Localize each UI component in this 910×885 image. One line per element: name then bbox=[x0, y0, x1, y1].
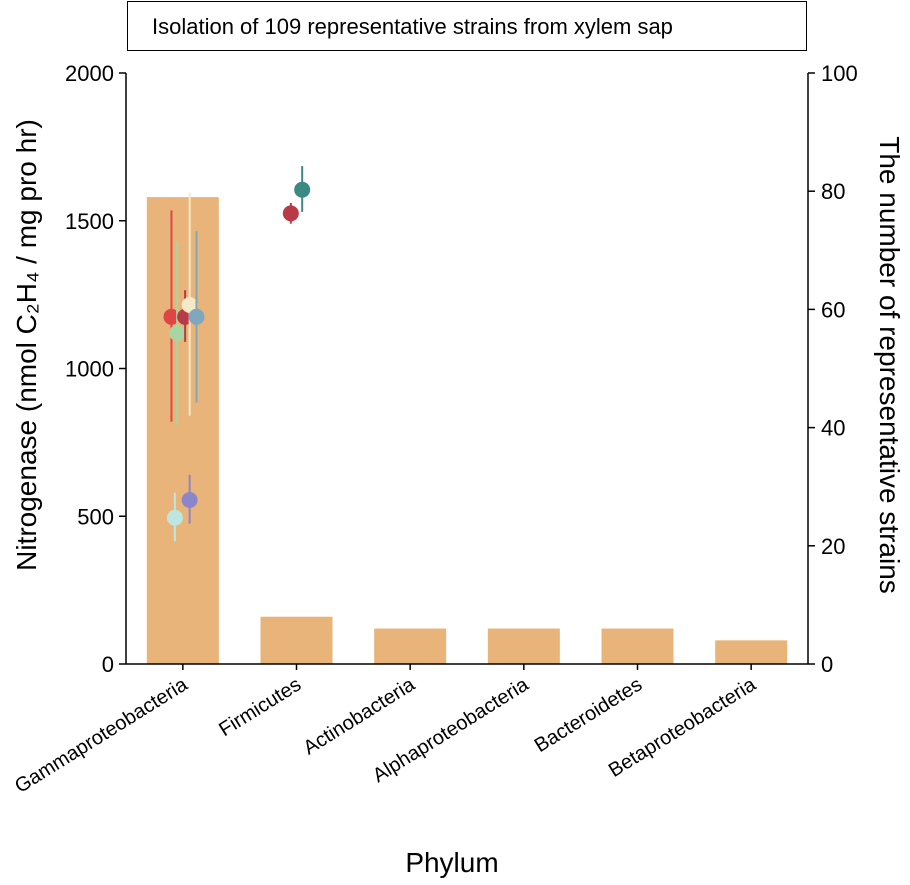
data-point-4 bbox=[188, 308, 205, 325]
data-point-3 bbox=[181, 296, 198, 313]
data-point-5 bbox=[166, 509, 183, 526]
right-tick-label-80: 80 bbox=[821, 179, 845, 204]
bar-gammaproteobacteria bbox=[146, 197, 219, 665]
data-point-8 bbox=[294, 181, 311, 198]
right-tick-label-100: 100 bbox=[821, 61, 858, 86]
data-point-7 bbox=[282, 205, 299, 222]
category-label-bacteroidetes: Bacteroidetes bbox=[531, 674, 646, 757]
category-label-actinobacteria: Actinobacteria bbox=[300, 673, 420, 759]
bar-alphaproteobacteria bbox=[487, 628, 560, 664]
bar-betaproteobacteria bbox=[715, 640, 788, 664]
left-tick-label-1000: 1000 bbox=[65, 357, 114, 382]
category-label-gammaproteobacteria: Gammaproteobacteria bbox=[11, 673, 192, 798]
bars-layer bbox=[146, 197, 788, 665]
bar-actinobacteria bbox=[374, 628, 447, 664]
axes-layer: 0 500 1000 1500 2000 0 20 40 60 80 100 bbox=[65, 61, 858, 677]
chart-title: Isolation of 109 representative strains … bbox=[152, 14, 673, 39]
right-tick-label-40: 40 bbox=[821, 416, 845, 441]
points-layer bbox=[163, 166, 311, 542]
right-tick-label-0: 0 bbox=[821, 652, 833, 677]
category-labels-layer: Gammaproteobacteria FirmicutesActinobacte… bbox=[11, 673, 760, 798]
left-tick-label-500: 500 bbox=[77, 504, 114, 529]
chart-title-box: Isolation of 109 representative strains … bbox=[127, 1, 807, 51]
data-point-1 bbox=[169, 325, 186, 342]
right-tick-label-20: 20 bbox=[821, 534, 845, 559]
left-tick-label-0: 0 bbox=[102, 652, 114, 677]
data-point-0 bbox=[163, 308, 180, 325]
right-axis-title: The number of representative strains bbox=[874, 136, 905, 594]
left-tick-label-1500: 1500 bbox=[65, 209, 114, 234]
x-axis-title: Phylum bbox=[405, 847, 498, 878]
bar-firmicutes bbox=[260, 616, 333, 664]
left-axis-title: Nitrogenase (nmol C₂H₄ / mg pro hr) bbox=[11, 119, 42, 571]
bar-bacteroidetes bbox=[601, 628, 674, 664]
right-tick-label-60: 60 bbox=[821, 297, 845, 322]
left-tick-label-2000: 2000 bbox=[65, 61, 114, 86]
category-label-firmicutes: Firmicutes bbox=[215, 674, 305, 742]
data-point-6 bbox=[181, 491, 198, 508]
